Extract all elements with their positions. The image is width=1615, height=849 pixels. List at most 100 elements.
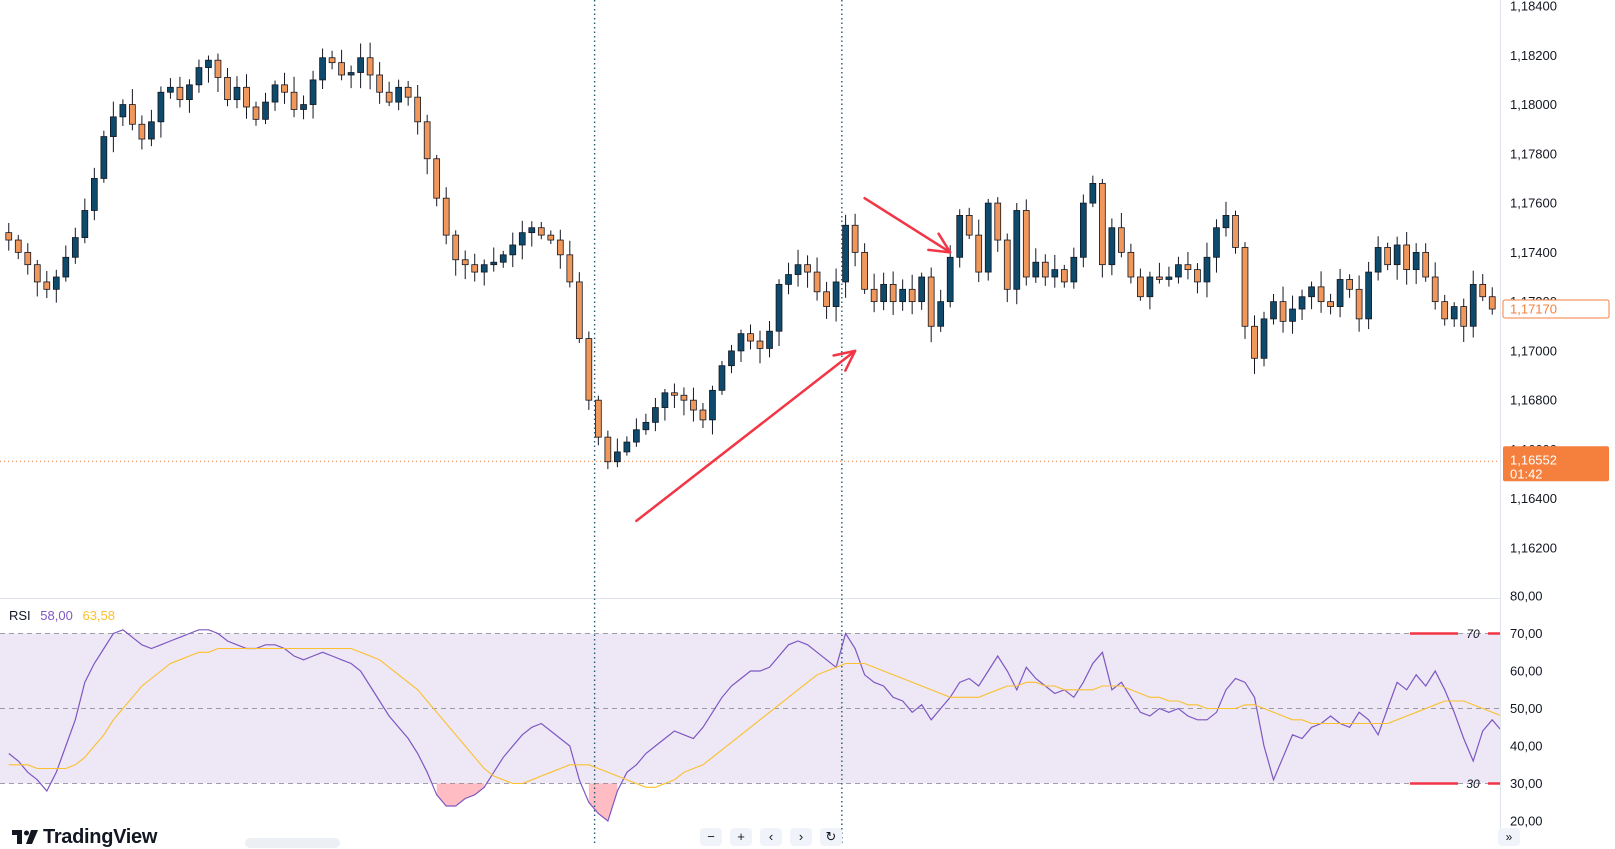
candle[interactable] [946, 245, 954, 308]
candle[interactable] [1137, 268, 1144, 301]
candle[interactable] [832, 268, 840, 322]
rsi-pane[interactable] [0, 598, 1512, 823]
candle[interactable] [794, 249, 802, 287]
candle[interactable] [1460, 298, 1468, 343]
last-close-marker[interactable]: 1,17170 [1502, 299, 1610, 319]
candle[interactable] [1060, 264, 1068, 288]
candle[interactable] [366, 42, 374, 90]
candle[interactable] [927, 267, 935, 343]
zoom-in-button[interactable]: + [730, 828, 752, 846]
candle[interactable] [547, 230, 555, 244]
candle[interactable] [33, 260, 41, 297]
price-pane[interactable] [0, 42, 1500, 470]
candle[interactable] [233, 76, 241, 109]
candle[interactable] [186, 79, 193, 113]
candle[interactable] [528, 221, 536, 247]
reset-chart-button[interactable]: ↻ [820, 828, 842, 846]
candle[interactable] [1241, 242, 1249, 339]
candle[interactable] [309, 70, 317, 119]
candle[interactable] [1384, 242, 1391, 271]
candle[interactable] [671, 383, 678, 409]
candle[interactable] [1346, 274, 1353, 298]
candle[interactable] [1003, 233, 1011, 303]
candle[interactable] [861, 243, 868, 294]
candle[interactable] [1127, 243, 1135, 284]
candle[interactable] [509, 232, 517, 268]
trend-arrow-2[interactable] [863, 196, 952, 254]
candle[interactable] [224, 67, 231, 107]
candle[interactable] [984, 198, 992, 281]
candle[interactable] [1327, 293, 1334, 315]
candle[interactable] [1013, 203, 1021, 305]
candle[interactable] [1393, 236, 1401, 280]
candle[interactable] [804, 255, 811, 288]
candle[interactable] [575, 272, 583, 343]
candle[interactable] [870, 273, 878, 313]
candle[interactable] [243, 74, 250, 119]
candle[interactable] [157, 86, 165, 138]
candle[interactable] [357, 43, 364, 89]
candle[interactable] [1194, 263, 1201, 294]
candle[interactable] [1412, 243, 1420, 284]
price-scale[interactable]: 1,18400 1,18200 1,18000 1,17800 1,17600 1,174… [1500, 0, 1615, 843]
candle[interactable] [889, 271, 897, 315]
candle[interactable] [937, 289, 945, 332]
candle[interactable] [594, 395, 602, 446]
candle[interactable] [956, 209, 964, 268]
candle[interactable] [1251, 315, 1258, 374]
candle[interactable] [14, 234, 22, 260]
candle[interactable] [81, 198, 89, 244]
candle[interactable] [1079, 194, 1087, 268]
candle[interactable] [1298, 289, 1306, 320]
zoom-out-button[interactable]: − [700, 828, 722, 846]
candle[interactable] [490, 247, 498, 272]
candle[interactable] [1317, 271, 1325, 313]
candle[interactable] [271, 80, 279, 111]
candle[interactable] [642, 413, 650, 435]
candle[interactable] [851, 213, 859, 267]
candle[interactable] [319, 48, 326, 90]
candle[interactable] [813, 257, 821, 301]
candle[interactable] [433, 154, 441, 207]
candle[interactable] [1488, 287, 1496, 315]
candle[interactable] [747, 324, 754, 350]
candle[interactable] [1156, 262, 1163, 284]
candle[interactable] [1032, 248, 1040, 283]
candle[interactable] [1165, 266, 1173, 287]
candle[interactable] [214, 53, 222, 93]
candle[interactable] [823, 281, 830, 319]
candle[interactable] [376, 62, 383, 104]
candle[interactable] [652, 397, 659, 432]
candle[interactable] [110, 101, 117, 153]
candle[interactable] [262, 92, 269, 125]
candle[interactable] [1232, 210, 1239, 254]
scroll-left-button[interactable]: ‹ [760, 828, 782, 846]
candle[interactable] [5, 222, 13, 251]
candle[interactable] [1222, 201, 1230, 237]
candle[interactable] [842, 214, 849, 298]
candle[interactable] [1479, 274, 1487, 302]
tradingview-logo[interactable]: TradingView [12, 826, 157, 849]
candle[interactable] [680, 387, 688, 416]
candle[interactable] [566, 240, 574, 288]
candle[interactable] [281, 72, 288, 104]
candle[interactable] [994, 197, 1002, 252]
candle[interactable] [338, 49, 345, 81]
candle[interactable] [766, 320, 773, 358]
candle[interactable] [1041, 254, 1049, 286]
candle[interactable] [918, 272, 926, 310]
candle[interactable] [452, 230, 460, 276]
candle[interactable] [585, 331, 593, 410]
candle[interactable] [908, 274, 916, 315]
candle[interactable] [718, 360, 726, 395]
candle[interactable] [423, 114, 431, 175]
candle[interactable] [661, 388, 669, 421]
candle[interactable] [167, 78, 174, 99]
candle[interactable] [1022, 199, 1030, 286]
candle[interactable] [1203, 242, 1211, 298]
candle[interactable] [1441, 294, 1449, 326]
candle[interactable] [205, 55, 212, 83]
candle[interactable] [1469, 270, 1477, 338]
candle[interactable] [1365, 261, 1372, 330]
